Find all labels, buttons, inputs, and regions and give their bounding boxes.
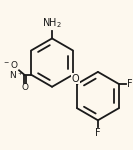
Text: F: F: [95, 128, 101, 138]
Text: F: F: [127, 79, 132, 89]
Text: NH$_2$: NH$_2$: [42, 16, 62, 30]
Text: $^-$O: $^-$O: [2, 59, 18, 70]
Text: N$^+$: N$^+$: [9, 69, 24, 81]
Text: O: O: [72, 74, 79, 84]
Text: O: O: [21, 83, 28, 92]
